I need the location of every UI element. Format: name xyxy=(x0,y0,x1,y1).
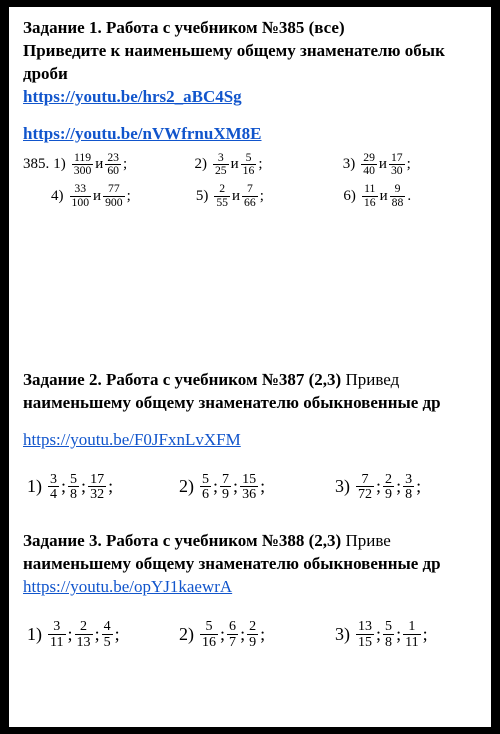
task2-instr: наименьшему общему знаменателю обыкновен… xyxy=(23,392,491,415)
fraction: 213 xyxy=(75,619,93,649)
exercise-item: 2) 325 и 516 ; xyxy=(194,152,342,178)
task3-instr: наименьшему общему знаменателю обыкновен… xyxy=(23,553,491,576)
exercise-item: 3) 2940 и 1730 ; xyxy=(343,152,491,178)
fraction: 516 xyxy=(241,152,257,178)
fraction: 516 xyxy=(200,619,218,649)
fraction: 311 xyxy=(48,619,66,649)
exercise-387-row: 1) 34; 58; 1732 ; 2) 56; 79; 1536 ; 3) 7… xyxy=(23,472,491,502)
exercise-lead: 385. xyxy=(23,156,49,173)
exercise-item: 5) 255 и 766 ; xyxy=(196,183,344,209)
fraction: 988 xyxy=(390,183,406,209)
fraction: 77900 xyxy=(103,183,125,209)
fraction: 67 xyxy=(227,619,238,649)
fraction: 45 xyxy=(102,619,113,649)
fraction: 38 xyxy=(403,472,414,502)
fraction: 58 xyxy=(383,619,394,649)
document-page: Задание 1. Работа с учебником №385 (все)… xyxy=(9,7,491,727)
task1-link-2[interactable]: https://youtu.be/nVWfrnuXM8E xyxy=(23,124,262,143)
task1-instr-2: дроби xyxy=(23,63,491,86)
exercise-item: 1) 311; 213; 45 ; xyxy=(23,619,179,649)
task3-link[interactable]: https://youtu.be/opYJ1kaewrA xyxy=(23,577,232,596)
exercise-388-row: 1) 311; 213; 45 ; 2) 516; 67; 29 ; 3) 13… xyxy=(23,619,491,649)
task2-title: Задание 2. Работа с учебником №387 (2,3)… xyxy=(23,369,491,392)
fraction: 119300 xyxy=(72,152,94,178)
fraction: 1536 xyxy=(240,472,258,502)
exercise-item: 4) 33100 и 77900 ; xyxy=(23,183,196,209)
fraction: 2360 xyxy=(105,152,121,178)
fraction: 766 xyxy=(242,183,258,209)
fraction: 1116 xyxy=(362,183,378,209)
fraction: 33100 xyxy=(70,183,92,209)
fraction: 79 xyxy=(220,472,231,502)
fraction: 111 xyxy=(403,619,421,649)
fraction: 255 xyxy=(214,183,230,209)
exercise-item: 385. 1) 119300 и 2360 ; xyxy=(23,152,194,178)
fraction: 34 xyxy=(48,472,59,502)
exercise-item: 2) 516; 67; 29 ; xyxy=(179,619,335,649)
fraction: 58 xyxy=(68,472,79,502)
task1-instr-1: Приведите к наименьшему общему знаменате… xyxy=(23,40,491,63)
content: Задание 1. Работа с учебником №385 (все)… xyxy=(23,17,491,649)
task2-link[interactable]: https://youtu.be/F0JFxnLvXFM xyxy=(23,430,241,449)
task1-title: Задание 1. Работа с учебником №385 (все) xyxy=(23,17,491,40)
fraction: 1730 xyxy=(389,152,405,178)
exercise-item: 3) 1315; 58; 111 ; xyxy=(335,619,491,649)
fraction: 29 xyxy=(247,619,258,649)
exercise-item: 3) 772; 29; 38 ; xyxy=(335,472,491,502)
exercise-385-row-1: 385. 1) 119300 и 2360 ; 2) 325 и 516 ; 3… xyxy=(23,152,491,178)
exercise-385-row-2: 4) 33100 и 77900 ; 5) 255 и 766 ; 6) 111… xyxy=(23,183,491,209)
task3-title: Задание 3. Работа с учебником №388 (2,3)… xyxy=(23,530,491,553)
task1-link-1[interactable]: https://youtu.be/hrs2_aBC4Sg xyxy=(23,87,242,106)
fraction: 772 xyxy=(356,472,374,502)
fraction: 325 xyxy=(213,152,229,178)
fraction: 29 xyxy=(383,472,394,502)
exercise-item: 6) 1116 и 988 . xyxy=(343,183,491,209)
fraction: 2940 xyxy=(361,152,377,178)
exercise-item: 1) 34; 58; 1732 ; xyxy=(23,472,179,502)
fraction: 1732 xyxy=(88,472,106,502)
fraction: 1315 xyxy=(356,619,374,649)
exercise-item: 2) 56; 79; 1536 ; xyxy=(179,472,335,502)
fraction: 56 xyxy=(200,472,211,502)
